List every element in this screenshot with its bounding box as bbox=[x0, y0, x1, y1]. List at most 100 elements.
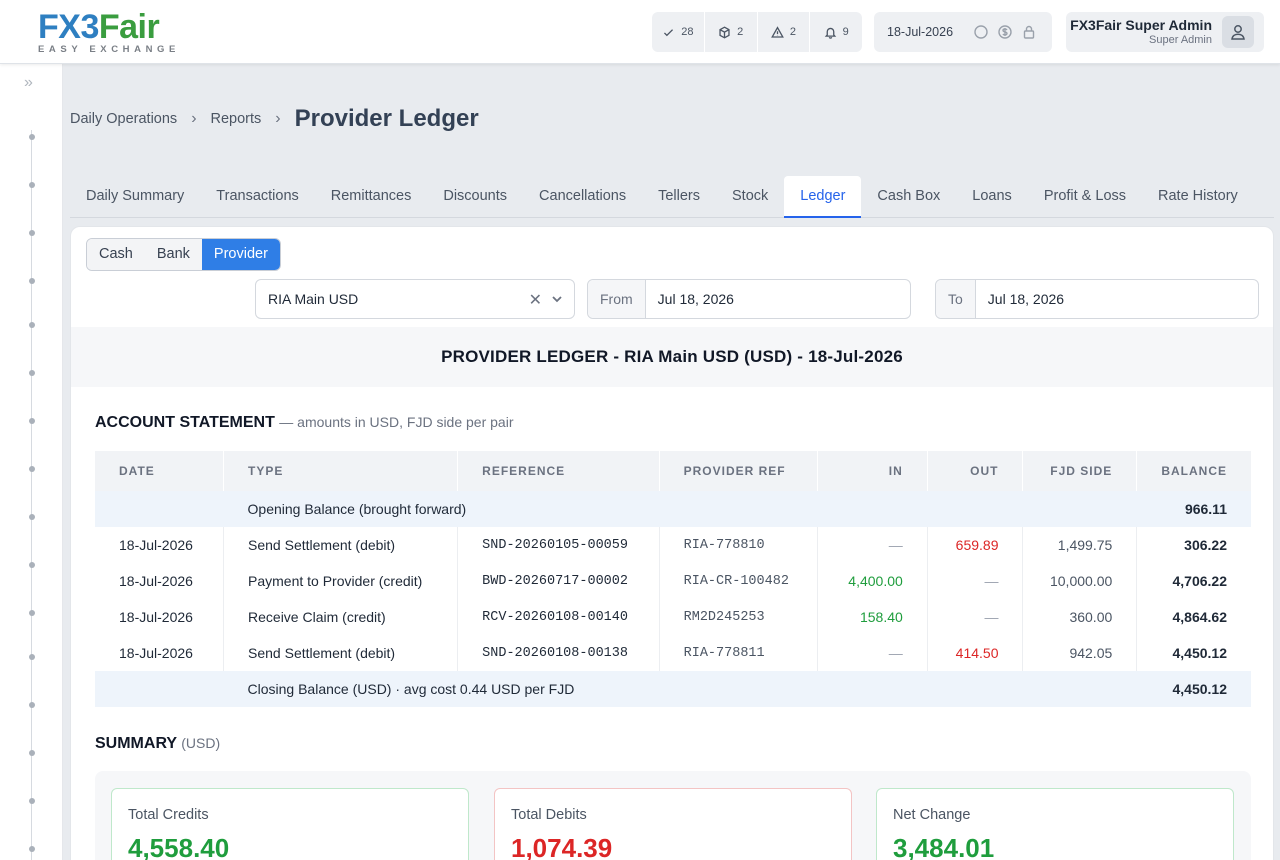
chevron-right-icon: › bbox=[191, 110, 197, 127]
col-reference[interactable]: REFERENCE bbox=[457, 451, 660, 491]
sidebar-rail bbox=[31, 130, 32, 860]
sidebar-item[interactable] bbox=[29, 278, 35, 284]
brand-logo[interactable]: FX3Fair EASY EXCHANGE bbox=[38, 10, 180, 55]
statement-table: DATE TYPE REFERENCE PROVIDER REF IN OUT … bbox=[95, 451, 1251, 707]
sidebar-item[interactable] bbox=[29, 418, 35, 424]
bell-icon bbox=[824, 27, 836, 39]
sidebar-item[interactable] bbox=[29, 134, 35, 140]
col-provider-ref[interactable]: PROVIDER REF bbox=[659, 451, 819, 491]
alerts-counter[interactable]: 9 bbox=[810, 12, 862, 52]
warnings-counter[interactable]: 2 bbox=[758, 12, 811, 52]
total-credits-value: 4,558.40 bbox=[128, 833, 230, 860]
dollar-icon[interactable] bbox=[997, 24, 1013, 40]
tab-rate-history[interactable]: Rate History bbox=[1158, 188, 1238, 204]
total-debits-card: Total Debits 1,074.39 bbox=[494, 788, 852, 860]
from-label: From bbox=[588, 280, 646, 318]
user-icon bbox=[1231, 25, 1245, 40]
total-credits-card: Total Credits 4,558.40 bbox=[111, 788, 469, 860]
col-in[interactable]: IN bbox=[817, 451, 928, 491]
sidebar-item[interactable] bbox=[29, 846, 35, 852]
sidebar: » bbox=[0, 64, 63, 860]
col-date[interactable]: DATE bbox=[95, 451, 225, 491]
tab-profit-loss[interactable]: Profit & Loss bbox=[1043, 188, 1127, 204]
from-date-field[interactable]: From Jul 18, 2026 bbox=[587, 279, 911, 319]
tab-tellers[interactable]: Tellers bbox=[658, 188, 700, 204]
chevron-down-icon[interactable] bbox=[550, 292, 564, 306]
sidebar-item[interactable] bbox=[29, 654, 35, 660]
tasks-counter[interactable]: 28 bbox=[652, 12, 705, 52]
tab-remittances[interactable]: Remittances bbox=[330, 188, 412, 204]
table-row[interactable]: 18-Jul-2026 Send Settlement (debit) SND-… bbox=[95, 635, 1251, 671]
to-date-field[interactable]: To Jul 18, 2026 bbox=[935, 279, 1259, 319]
lock-icon[interactable] bbox=[1021, 24, 1037, 40]
check-icon bbox=[664, 28, 674, 36]
report-tabs: Daily Summary Transactions Remittances D… bbox=[70, 176, 1274, 218]
sidebar-item[interactable] bbox=[29, 610, 35, 616]
expand-sidebar-icon[interactable]: » bbox=[24, 74, 33, 91]
ledger-type-provider[interactable]: Provider bbox=[201, 239, 280, 270]
breadcrumb: Daily Operations › Reports › Provider Le… bbox=[70, 104, 479, 134]
box-icon bbox=[719, 25, 730, 39]
packages-counter[interactable]: 2 bbox=[705, 12, 758, 52]
user-role: Super Admin bbox=[1149, 34, 1212, 46]
sidebar-item[interactable] bbox=[29, 322, 35, 328]
avatar[interactable] bbox=[1222, 16, 1254, 48]
top-bar: FX3Fair EASY EXCHANGE 28 2 2 9 18-Jul-20… bbox=[0, 0, 1280, 64]
net-change-card: Net Change 3,484.01 bbox=[876, 788, 1234, 860]
col-out[interactable]: OUT bbox=[927, 451, 1024, 491]
tab-cancellations[interactable]: Cancellations bbox=[539, 188, 627, 204]
clear-icon[interactable]: ✕ bbox=[528, 292, 542, 309]
logo-tagline: EASY EXCHANGE bbox=[38, 44, 180, 55]
total-debits-value: 1,074.39 bbox=[511, 833, 613, 860]
sidebar-item[interactable] bbox=[29, 798, 35, 804]
tab-stock[interactable]: Stock bbox=[732, 188, 769, 204]
business-date-value: 18-Jul-2026 bbox=[887, 25, 954, 39]
provider-select[interactable]: RIA Main USD ✕ bbox=[255, 279, 575, 319]
tab-daily-summary[interactable]: Daily Summary bbox=[86, 188, 185, 204]
col-type[interactable]: TYPE bbox=[223, 451, 459, 491]
sidebar-item[interactable] bbox=[29, 750, 35, 756]
summary-heading: SUMMARY (USD) bbox=[95, 735, 221, 752]
sidebar-item[interactable] bbox=[29, 230, 35, 236]
sidebar-item[interactable] bbox=[29, 182, 35, 188]
to-date-input[interactable]: Jul 18, 2026 bbox=[987, 291, 1065, 307]
user-menu[interactable]: FX3Fair Super Admin Super Admin bbox=[1066, 12, 1264, 52]
sidebar-item[interactable] bbox=[29, 702, 35, 708]
provider-select-value: RIA Main USD bbox=[268, 291, 359, 307]
sidebar-item[interactable] bbox=[29, 370, 35, 376]
ledger-type-toggle: Cash Bank Provider bbox=[86, 238, 281, 271]
table-row[interactable]: 18-Jul-2026 Payment to Provider (credit)… bbox=[95, 563, 1251, 599]
closing-balance-row: Closing Balance (USD) · avg cost 0.44 US… bbox=[95, 671, 1251, 707]
warning-icon bbox=[770, 25, 784, 38]
from-date-input[interactable]: Jul 18, 2026 bbox=[657, 291, 734, 307]
closing-balance-label: Closing Balance (USD) · avg cost 0.44 US… bbox=[223, 671, 1137, 707]
col-fjd-side[interactable]: FJD SIDE bbox=[1022, 451, 1138, 491]
closing-balance-value: 4,450.12 bbox=[1136, 671, 1251, 707]
sidebar-item[interactable] bbox=[29, 514, 35, 520]
tab-discounts[interactable]: Discounts bbox=[443, 188, 508, 204]
tab-loans[interactable]: Loans bbox=[972, 188, 1012, 204]
table-row[interactable]: 18-Jul-2026 Receive Claim (credit) RCV-2… bbox=[95, 599, 1251, 635]
breadcrumb-reports[interactable]: Reports bbox=[210, 111, 262, 127]
sidebar-item[interactable] bbox=[29, 562, 35, 568]
sidebar-item[interactable] bbox=[29, 466, 35, 472]
tab-ledger[interactable]: Ledger bbox=[784, 176, 862, 218]
to-label: To bbox=[936, 280, 976, 318]
report-title: PROVIDER LEDGER - RIA Main USD (USD) - 1… bbox=[71, 327, 1273, 387]
tab-transactions[interactable]: Transactions bbox=[216, 188, 299, 204]
ledger-card: Cash Bank Provider RIA Main USD ✕ From J… bbox=[70, 226, 1274, 860]
ledger-type-cash[interactable]: Cash bbox=[87, 239, 145, 270]
business-date[interactable]: 18-Jul-2026 bbox=[874, 12, 1052, 52]
table-row[interactable]: 18-Jul-2026 Send Settlement (debit) SND-… bbox=[95, 527, 1251, 563]
logo-wordmark: FX3Fair bbox=[38, 8, 160, 46]
statement-heading: ACCOUNT STATEMENT — amounts in USD, FJD … bbox=[95, 414, 514, 431]
circle-status-icon[interactable] bbox=[973, 24, 989, 40]
breadcrumb-daily-operations[interactable]: Daily Operations bbox=[70, 111, 178, 127]
tab-cash-box[interactable]: Cash Box bbox=[877, 188, 941, 204]
col-balance[interactable]: BALANCE bbox=[1136, 451, 1251, 491]
ledger-type-bank[interactable]: Bank bbox=[144, 239, 202, 270]
opening-balance-value: 966.11 bbox=[1136, 491, 1251, 527]
net-change-value: 3,484.01 bbox=[893, 833, 995, 860]
user-name: FX3Fair Super Admin bbox=[1070, 17, 1212, 33]
notification-counters: 28 2 2 9 bbox=[652, 12, 862, 52]
